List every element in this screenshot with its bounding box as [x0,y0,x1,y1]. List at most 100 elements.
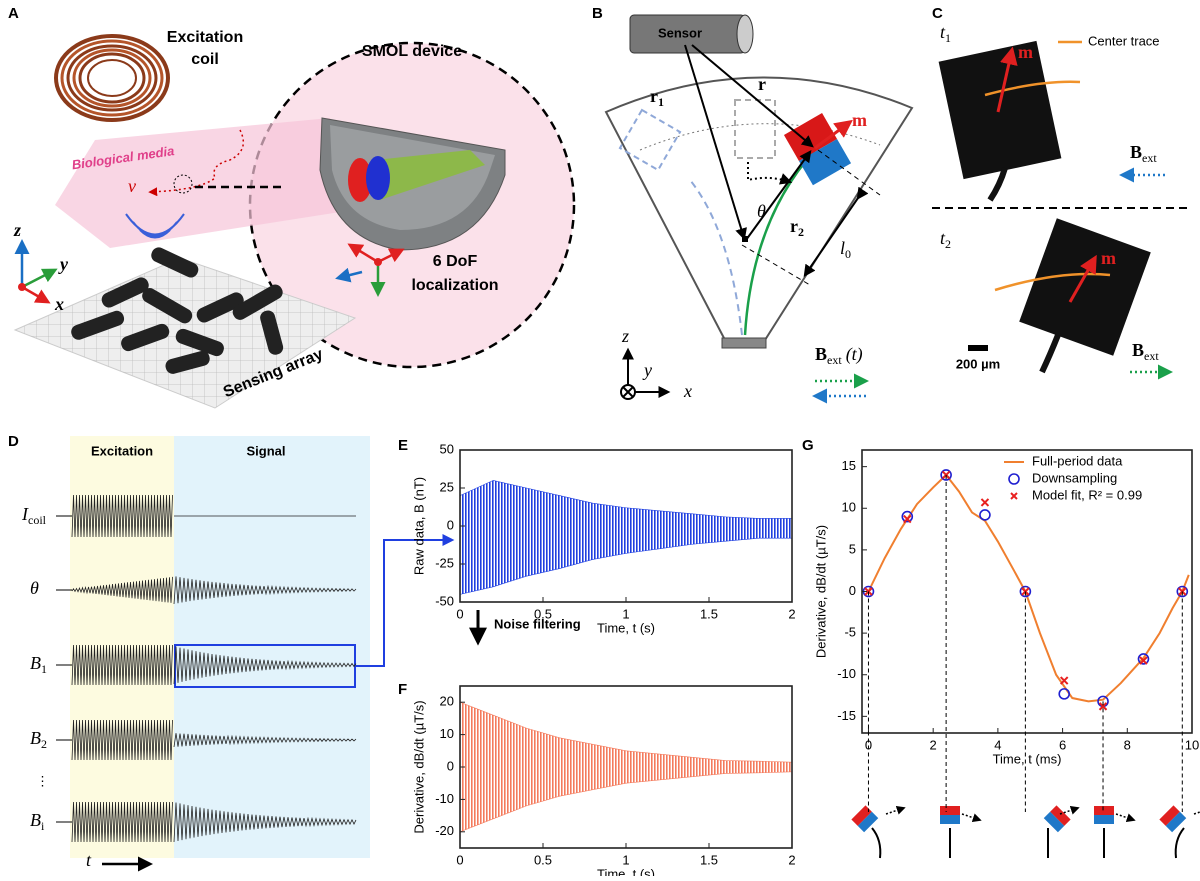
icon [1094,806,1136,858]
y-tick-label: 15 [842,458,856,473]
x-tick-label: 1 [622,852,629,867]
vec-label: r2 [790,216,804,239]
x-tick-label: 1.5 [700,852,718,867]
icon-n [851,805,872,826]
legend-swatch [1010,492,1018,500]
r2: r [790,216,798,236]
coil-label: Excitation [167,29,243,46]
angle-label: θ [757,201,766,221]
y-tick-label: -5 [844,625,856,640]
panel-a: Excitation coil Biological media v z y x… [13,29,576,409]
point [1176,585,1189,598]
trajectory [148,129,245,197]
panel-c: t1 m Center trace Bext t2 m 200 µm Bext [932,22,1188,380]
sensor-bars [71,247,284,374]
row-sub: 1 [41,662,47,676]
panel-letter: B [592,5,603,22]
scale-label: 200 µm [956,356,1000,371]
t2-sub: 2 [945,237,951,251]
y-tick-label: -15 [837,708,856,723]
y-tick-label: 5 [849,541,856,556]
axes-b [620,347,671,400]
y-tick-label: -25 [435,555,454,570]
panel-letters: A B C D E F G [8,5,943,698]
plot-area [862,450,1192,733]
axes-device [335,243,405,297]
signal-waves [125,213,185,239]
legend-swatch [1008,473,1020,485]
device-tail [987,167,1008,202]
device-image [1019,218,1151,356]
dim-line [817,149,881,196]
row-main: B [30,810,41,830]
time-label: t1 [940,22,951,45]
row-label: B2 [30,728,47,751]
panel-letter: D [8,433,19,450]
panel-letter: A [8,5,19,22]
x-tick-label: 1.5 [700,606,718,621]
point [1139,656,1148,665]
l0: l [840,238,845,258]
l0-sub: 0 [845,247,851,261]
axis-label: z [621,326,629,346]
icon-magnet [940,806,960,824]
time-label: t [86,850,92,870]
icon-arrow [1059,806,1080,815]
x-tick-label: 10 [1185,737,1199,752]
beam [743,149,816,336]
y-tick-label: 0 [447,758,454,773]
y-tick-label: -50 [435,593,454,608]
waveform [71,576,173,603]
x-axis-label: Time, t (s) [597,620,655,635]
y-tick-label: 50 [440,441,454,456]
base [721,337,767,349]
point [1060,676,1069,685]
phase-label: Signal [246,443,285,458]
dof-label: 6 DoF [433,253,478,270]
icon-magnet [851,805,879,833]
icon-magnet [1043,805,1071,833]
x-tick-label: 0.5 [534,852,552,867]
icon-s [1094,815,1114,824]
field-main: B [1132,340,1144,360]
panel-d: Excitation Signal Icoil θ B1 B2 ⋮ Bi t [21,436,455,872]
phase-label: Excitation [91,443,153,458]
icon-magnet [1094,806,1114,824]
moment-arrow [1068,254,1097,303]
dof-label: localization [411,277,498,294]
ellipsis: ⋮ [36,773,49,788]
device [319,117,506,251]
moment-label: m [1018,42,1033,62]
t2: t [940,228,946,248]
x-tick-label: 1 [622,606,629,621]
icon-s [857,811,879,833]
moment-label: m [852,110,867,130]
coil-label: coil [191,51,219,68]
dim-line [741,244,811,286]
chart: Full-period data Downsampling Model fit, R… [813,449,1199,766]
x-axis-label: Time, t (s) [597,866,655,876]
point [979,509,991,521]
device-image [938,40,1062,180]
sensor-label: Sensor [658,25,702,40]
icon [1159,805,1200,859]
x-tick-label: 8 [1124,737,1131,752]
field-sub: ext [827,353,842,367]
y-axis-label: Derivative, dB/dt (µT/s) [813,525,828,658]
row-sub: i [41,819,45,833]
legend-label: Downsampling [1032,470,1117,485]
r1-sub: 1 [658,95,664,109]
device-title: SMOL device [362,43,462,60]
row-main: B [30,653,41,673]
y-tick-label: 20 [440,694,454,709]
row-label: Bi [30,810,45,833]
row-sub: coil [28,513,47,527]
time-label: t2 [940,228,951,251]
field-suffix: (t) [846,344,863,365]
y-tick-label: 0 [849,583,856,598]
panel-b: m Sensor r1 r θ r2 l0 z y x Bext (t) [604,14,914,404]
icon-s [940,815,960,824]
x-tick-label: 4 [994,737,1001,752]
axis-label: x [54,294,64,314]
